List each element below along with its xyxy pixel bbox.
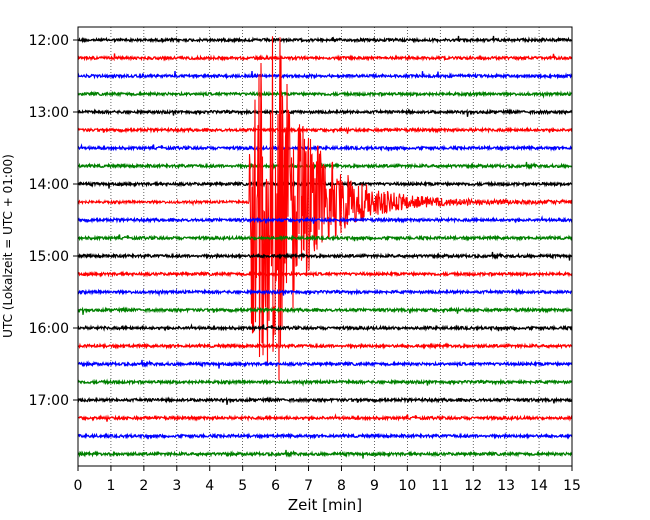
- trace-1345: [77, 161, 573, 170]
- x-tick-label: 3: [172, 478, 181, 494]
- trace-1215: [77, 53, 573, 62]
- y-tick-label: 16:00: [29, 321, 69, 337]
- x-tick-label: 7: [304, 478, 313, 494]
- x-tick-label: 12: [464, 478, 482, 494]
- trace-1245: [77, 90, 573, 99]
- trace-1315: [77, 126, 573, 134]
- trace-1545: [77, 306, 573, 315]
- trace-1200: [77, 35, 573, 44]
- y-tick-label: 14:00: [29, 177, 69, 193]
- trace-1600: [77, 323, 573, 332]
- trace-1445: [77, 234, 573, 242]
- trace-1430: [77, 215, 573, 224]
- trace-1615: [77, 342, 573, 350]
- x-tick-label: 6: [271, 478, 280, 494]
- trace-1715: [77, 413, 573, 422]
- trace-1500: [77, 251, 573, 261]
- x-tick-label: 13: [497, 478, 515, 494]
- x-tick-label: 1: [106, 478, 115, 494]
- y-axis: 12:00 13:00 14:00 15:00 16:00 17:00: [29, 33, 78, 409]
- plot-background: [78, 27, 572, 466]
- x-tick-label: 2: [139, 478, 148, 494]
- trace-1230: [77, 70, 573, 80]
- x-tick-label: 5: [238, 478, 247, 494]
- trace-1330: [77, 143, 573, 152]
- trace-1415: [77, 36, 573, 381]
- x-tick-label: 14: [530, 478, 548, 494]
- trace-1745: [77, 449, 573, 459]
- x-tick-label: 10: [398, 478, 416, 494]
- plot-frame: [77, 26, 573, 467]
- y-axis-label: UTC (Lokalzeit = UTC + 01:00): [1, 154, 15, 338]
- trace-1630: [77, 359, 573, 369]
- seismic-traces: [77, 35, 573, 459]
- x-axis: 0 1 2 3 4 5 6 7 8 9 10 11 12 13 14 15: [74, 466, 581, 494]
- x-tick-label: 15: [563, 478, 581, 494]
- x-tick-label: 8: [337, 478, 346, 494]
- trace-1730: [77, 432, 573, 440]
- y-tick-label: 17:00: [29, 393, 69, 409]
- trace-1300: [77, 108, 573, 117]
- y-tick-label: 13:00: [29, 105, 69, 121]
- y-tick-label: 15:00: [29, 249, 69, 265]
- x-tick-label: 11: [431, 478, 449, 494]
- trace-1700: [77, 396, 573, 405]
- y-tick-label: 12:00: [29, 33, 69, 49]
- x-tick-label: 0: [74, 478, 83, 494]
- x-tick-label: 4: [205, 478, 214, 494]
- x-axis-label: Zeit [min]: [288, 496, 362, 514]
- trace-1645: [77, 378, 573, 387]
- trace-1515: [77, 270, 573, 278]
- trace-1530: [77, 288, 573, 297]
- x-tick-label: 9: [370, 478, 379, 494]
